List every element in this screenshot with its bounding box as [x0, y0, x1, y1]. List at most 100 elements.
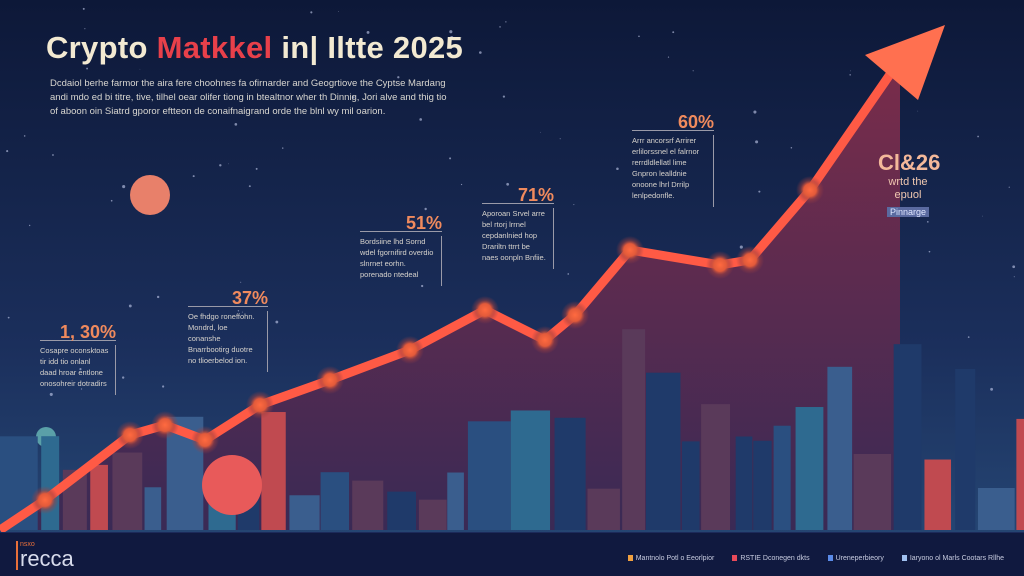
star [616, 167, 619, 171]
callout: 37% Oe fhdgo roneffohn. Mondrd, loe conan… [188, 289, 268, 372]
star [753, 110, 757, 114]
star [248, 185, 251, 188]
data-label: 71% [482, 186, 554, 204]
star [559, 138, 561, 140]
side-tag: Pinnarge [886, 207, 930, 217]
legend-swatch [627, 555, 633, 562]
star [352, 96, 355, 99]
star [850, 70, 851, 72]
title-part: in| Iltte 2025 [272, 30, 464, 65]
building [587, 488, 620, 530]
star [156, 295, 160, 299]
building [447, 472, 464, 530]
data-label: 37% [188, 289, 268, 307]
star [366, 30, 370, 34]
star [219, 164, 222, 167]
data-point [116, 421, 144, 449]
building [41, 436, 60, 530]
star [499, 26, 501, 28]
legend-item: Ureneperbieory [827, 555, 884, 562]
star [502, 95, 506, 98]
planet-icon [130, 175, 170, 215]
star [237, 310, 240, 312]
logo-top: nsxo [20, 541, 35, 548]
data-point [471, 296, 499, 324]
legend-label: Ureneperbieory [835, 555, 884, 562]
building [827, 366, 853, 530]
star [192, 175, 195, 178]
side-panel: Cl&26 wrtd the epuol Pinnarge [878, 150, 941, 220]
footer: nsxo recca Mantnolo Potl o Eeorlpior RSTI… [0, 532, 1024, 576]
logo: nsxo recca [16, 541, 74, 570]
building [893, 344, 922, 530]
data-point [31, 486, 59, 514]
building [853, 454, 892, 530]
star [449, 30, 453, 34]
side-value: Cl&26 [878, 150, 941, 175]
star [573, 204, 575, 206]
data-point [396, 336, 424, 364]
callout-text: Arrr ancorsrf Arrirer erlilorssnel el fa… [632, 135, 714, 207]
star [977, 135, 979, 138]
building [773, 425, 791, 530]
page-title: Crypto Matkkel in| Iltte 2025 [46, 30, 463, 66]
data-point [246, 391, 274, 419]
star [460, 183, 463, 186]
star [6, 150, 9, 153]
star [80, 388, 83, 390]
building [289, 495, 320, 530]
building [261, 412, 286, 530]
legend-label: Mantnolo Potl o Eeorlpior [635, 555, 715, 562]
building [955, 368, 976, 530]
star [240, 281, 242, 283]
building [753, 440, 772, 530]
star [479, 51, 482, 54]
description: Dcdaiol berhe farmor the aira fere chooh… [50, 78, 447, 117]
legend-item: RSTIE Dconegen dkts [732, 555, 810, 562]
star [460, 37, 462, 39]
building [924, 459, 952, 530]
star [23, 135, 26, 137]
star [501, 235, 503, 236]
callout-text: Aporoan Srvel arre bel rtorj lrrnel cepd… [482, 208, 554, 269]
star [967, 336, 970, 338]
building [701, 404, 731, 530]
building [510, 410, 551, 530]
data-point [616, 236, 644, 264]
data-point [736, 246, 764, 274]
arrow-head-icon [865, 25, 945, 100]
star [128, 304, 132, 308]
chart-line [0, 57, 904, 534]
star [282, 147, 284, 149]
building [795, 407, 824, 530]
star [990, 387, 994, 391]
star [1008, 186, 1010, 188]
building [681, 441, 700, 530]
star [449, 157, 452, 160]
building [418, 499, 447, 530]
star [52, 154, 54, 156]
star [241, 311, 243, 313]
logo-text: recca [20, 546, 74, 571]
star [139, 68, 141, 70]
star [450, 35, 454, 40]
callout: 51% Bordsiine lhd Sornd wdel fgornifird o… [360, 214, 442, 286]
star [86, 67, 89, 70]
star [122, 376, 125, 379]
building [735, 436, 753, 530]
building [554, 417, 586, 530]
star [82, 7, 85, 10]
star [672, 31, 675, 34]
building [320, 472, 350, 530]
side-text: wrtd the [888, 176, 928, 188]
star [1012, 265, 1016, 269]
star [228, 163, 229, 165]
star [540, 131, 541, 133]
callout: 60% Arrr ancorsrf Arrirer erlilorssnel el… [632, 113, 714, 207]
star [421, 284, 424, 288]
star [49, 392, 53, 396]
star [424, 207, 427, 211]
data-point [151, 411, 179, 439]
star [255, 167, 258, 170]
data-point [316, 366, 344, 394]
